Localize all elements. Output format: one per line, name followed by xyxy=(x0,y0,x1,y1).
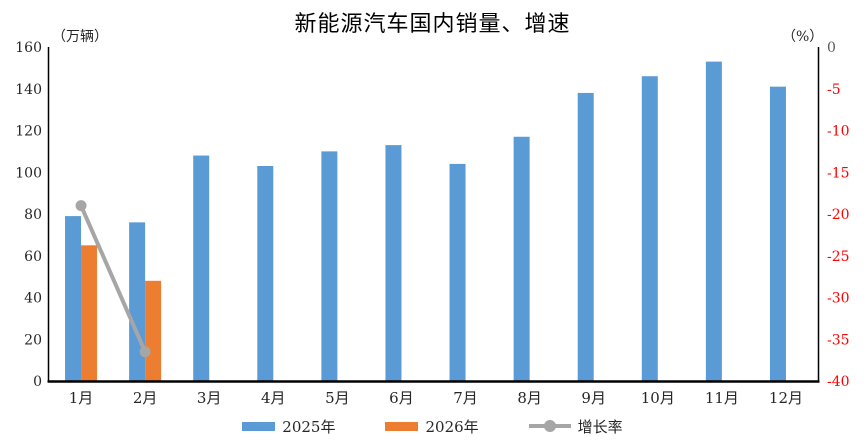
x-axis-label-12月: 12月 xyxy=(769,389,803,407)
x-axis-label-11月: 11月 xyxy=(705,389,739,407)
legend-item-growth-rate: 增长率 xyxy=(528,416,623,437)
bar-2025年-4月 xyxy=(257,165,274,381)
legend-item-2025: 2025年 xyxy=(242,416,335,437)
legend-label-2025: 2025年 xyxy=(282,417,336,436)
bar-2025年-2月 xyxy=(129,222,146,381)
bar-2025年-10月 xyxy=(641,76,658,381)
x-axis-label-9月: 9月 xyxy=(581,389,606,407)
bar-2025年-12月 xyxy=(769,86,786,381)
x-axis-label-8月: 8月 xyxy=(517,389,542,407)
x-axis-label-10月: 10月 xyxy=(641,389,675,407)
legend-item-2026: 2026年 xyxy=(385,416,479,437)
legend: 2025年 2026年 增长率 xyxy=(0,414,865,438)
bar-2025年-5月 xyxy=(321,151,338,381)
left-axis-tick-label: 80 xyxy=(24,207,42,223)
growth-rate-marker-0 xyxy=(75,200,87,212)
right-axis-tick-label: -5 xyxy=(827,82,841,98)
right-axis-tick-label: -40 xyxy=(827,374,850,390)
legend-line-marker-icon xyxy=(528,420,571,432)
left-axis-tick-label: 140 xyxy=(15,82,42,98)
legend-swatch-2026 xyxy=(385,421,419,431)
right-axis-tick-label: -25 xyxy=(827,249,850,265)
bar-2025年-3月 xyxy=(193,155,210,381)
x-axis-label-5月: 5月 xyxy=(325,389,350,407)
bar-2026年-1月 xyxy=(81,245,98,381)
left-axis-tick-label: 160 xyxy=(15,40,42,56)
left-axis-tick-label: 40 xyxy=(24,291,42,307)
left-axis-unit-label: （万辆） xyxy=(52,29,108,45)
bar-2026年-2月 xyxy=(145,280,162,381)
legend-label-2026: 2026年 xyxy=(425,417,479,436)
x-axis-label-2月: 2月 xyxy=(133,389,158,407)
right-axis-tick-label: -20 xyxy=(827,207,850,223)
growth-rate-marker-1 xyxy=(139,346,151,358)
right-axis-tick-label: 0 xyxy=(827,40,836,56)
bar-2025年-8月 xyxy=(513,136,530,381)
right-axis-tick-label: -10 xyxy=(827,124,850,140)
x-axis-label-4月: 4月 xyxy=(261,389,286,407)
left-axis-tick-label: 60 xyxy=(24,249,42,265)
legend-label-growth-rate: 增长率 xyxy=(577,417,623,436)
x-axis-label-3月: 3月 xyxy=(197,389,222,407)
chart-title: 新能源汽车国内销量、增速 xyxy=(294,12,571,37)
x-axis-label-6月: 6月 xyxy=(389,389,414,407)
bar-2025年-9月 xyxy=(577,92,594,382)
left-axis-tick-label: 120 xyxy=(15,124,42,140)
right-axis-tick-label: -15 xyxy=(827,165,850,181)
left-axis-tick-label: 100 xyxy=(15,165,42,181)
growth-rate-line xyxy=(79,204,147,353)
legend-swatch-2025 xyxy=(242,421,276,431)
bar-2025年-6月 xyxy=(385,145,402,381)
bar-2025年-11月 xyxy=(705,61,722,382)
left-axis-tick-label: 0 xyxy=(33,374,42,390)
right-axis-tick-label: -30 xyxy=(827,291,850,307)
right-axis-unit-label: （%） xyxy=(782,29,824,45)
right-axis-tick-label: -35 xyxy=(827,332,850,348)
x-axis-label-1月: 1月 xyxy=(69,389,94,407)
left-axis-tick-label: 20 xyxy=(24,332,42,348)
bar-2025年-1月 xyxy=(65,216,82,381)
x-axis-label-7月: 7月 xyxy=(453,389,478,407)
bar-2025年-7月 xyxy=(449,163,466,381)
